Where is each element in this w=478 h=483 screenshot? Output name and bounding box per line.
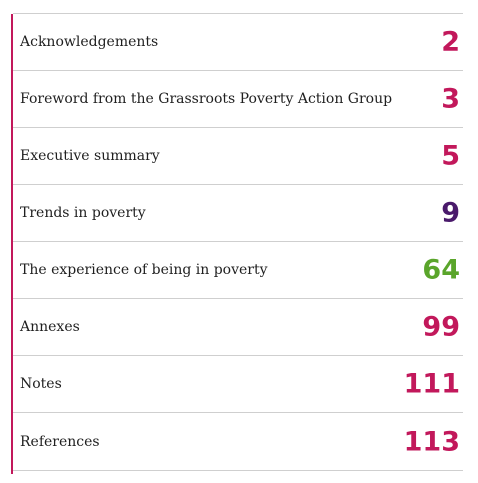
toc-entry-label: The experience of being in poverty xyxy=(20,262,268,278)
toc-entry-label: Notes xyxy=(20,376,62,392)
toc-entry-label: Trends in poverty xyxy=(20,205,146,221)
toc-entry-page-number: 5 xyxy=(441,140,460,172)
toc-entry-page-number: 9 xyxy=(441,197,460,229)
toc-entry-label: Executive summary xyxy=(20,148,160,164)
toc-entry-acknowledgements[interactable]: Acknowledgements 2 xyxy=(13,13,463,70)
toc-entry-trends-in-poverty[interactable]: Trends in poverty 9 xyxy=(13,184,463,241)
accent-bar xyxy=(11,14,13,474)
toc-entry-notes[interactable]: Notes 111 xyxy=(13,355,463,412)
toc-list: Acknowledgements 2 Foreword from the Gra… xyxy=(13,13,463,471)
toc-entry-label: References xyxy=(20,433,100,450)
toc-entry-label: Foreword from the Grassroots Poverty Act… xyxy=(20,91,393,107)
toc-entry-experience-of-poverty[interactable]: The experience of being in poverty 64 xyxy=(13,241,463,298)
toc-entry-references[interactable]: References 113 xyxy=(13,412,463,471)
toc-entry-page-number: 64 xyxy=(422,254,460,286)
toc-entry-executive-summary[interactable]: Executive summary 5 xyxy=(13,127,463,184)
toc-entry-label: Annexes xyxy=(20,319,80,335)
toc-entry-page-number: 99 xyxy=(422,311,460,343)
toc-entry-label: Acknowledgements xyxy=(20,34,159,50)
toc-entry-foreword[interactable]: Foreword from the Grassroots Poverty Act… xyxy=(13,70,463,127)
toc-entry-page-number: 2 xyxy=(441,26,460,58)
toc-entry-page-number: 113 xyxy=(403,426,460,457)
toc-entry-annexes[interactable]: Annexes 99 xyxy=(13,298,463,355)
toc-entry-page-number: 111 xyxy=(403,368,460,400)
toc-entry-page-number: 3 xyxy=(441,83,460,115)
